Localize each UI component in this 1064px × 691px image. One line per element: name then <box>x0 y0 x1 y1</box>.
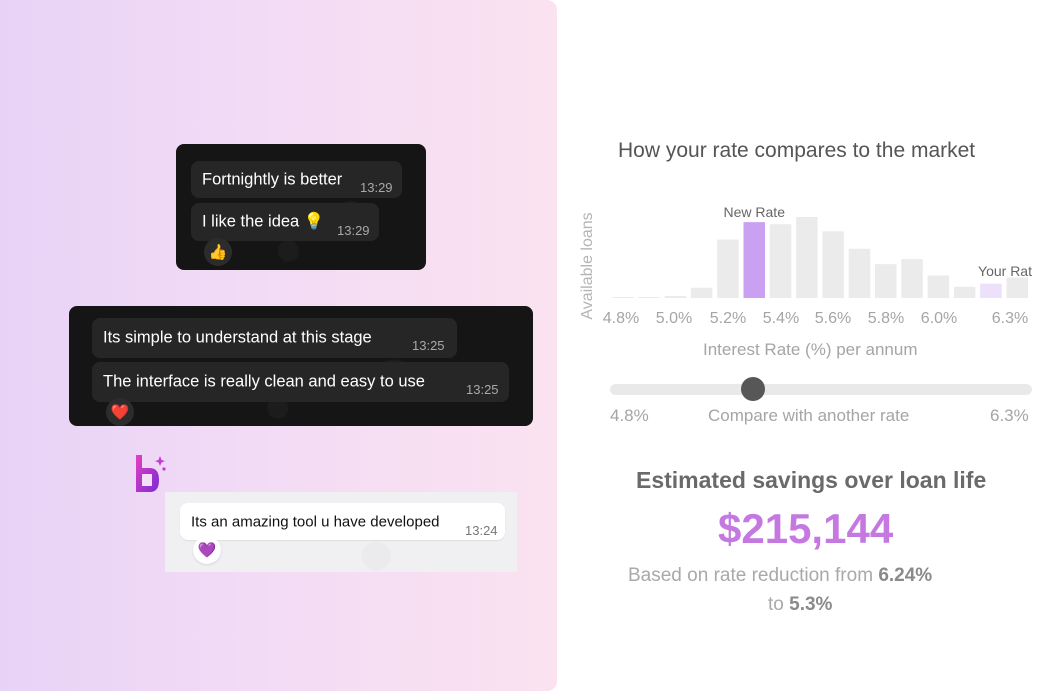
rate-slider[interactable] <box>610 377 1032 401</box>
message-time: 13:25 <box>466 382 499 397</box>
chat-card-fortnightly: Fortnightly is better 13:29 I like the i… <box>176 144 426 270</box>
chart-bar <box>875 264 897 298</box>
savings-basis-line-1: Based on rate reduction from 6.24% <box>628 565 932 587</box>
from-rate: 6.24% <box>878 565 933 586</box>
thumbs-up-reaction-icon[interactable]: 👍 <box>204 238 232 266</box>
chart-bar <box>980 283 1002 298</box>
testimonials-panel: Fortnightly is better 13:29 I like the i… <box>0 0 557 691</box>
chart-bar <box>822 231 844 298</box>
chart-bar <box>769 224 792 298</box>
slider-max-label: 6.3% <box>990 406 1029 425</box>
chat-card-interface: Its simple to understand at this stage 1… <box>69 306 533 426</box>
message-bubble[interactable]: The interface is really clean and easy t… <box>92 362 509 402</box>
savings-amount: $215,144 <box>718 505 894 552</box>
message-bubble[interactable]: Its an amazing tool u have developed 13:… <box>180 503 505 540</box>
message-bubble[interactable]: Fortnightly is better 13:29 <box>191 161 402 198</box>
x-tick-label: 6.3% <box>992 310 1028 327</box>
highlight-label: Your Rat <box>978 263 1032 279</box>
chart-bar <box>690 287 713 298</box>
purple-heart-reaction-icon[interactable]: 💜 <box>193 536 221 564</box>
basis-to-prefix: to <box>768 594 784 615</box>
chart-bar <box>796 217 818 298</box>
x-tick-label: 5.8% <box>868 310 904 327</box>
chart-bar <box>927 275 950 298</box>
chart-bar <box>848 248 871 298</box>
x-axis-label: Interest Rate (%) per annum <box>703 340 918 359</box>
chart-title: How your rate compares to the market <box>618 139 976 162</box>
message-text: Its an amazing tool u have developed <box>191 513 440 530</box>
message-text: The interface is really clean and easy t… <box>103 372 425 391</box>
chart-bar <box>717 239 739 298</box>
slider-thumb[interactable] <box>741 377 766 401</box>
message-bubble[interactable]: I like the idea 💡 13:29 <box>191 203 379 241</box>
savings-title: Estimated savings over loan life <box>636 467 987 493</box>
chart-bar <box>638 297 660 298</box>
to-rate: 5.3% <box>789 594 833 615</box>
savings-basis-line-2: to 5.3% <box>768 594 832 616</box>
x-tick-label: 5.0% <box>656 310 692 327</box>
x-tick-label: 5.6% <box>815 310 851 327</box>
chart-bar <box>664 295 687 298</box>
basis-prefix: Based on rate reduction from <box>628 565 874 586</box>
chat-card-amazing-tool: Its an amazing tool u have developed 13:… <box>165 492 517 572</box>
chart-bar <box>743 222 765 298</box>
x-tick-label: 6.0% <box>921 310 957 327</box>
message-text: I like the idea 💡 <box>202 212 325 231</box>
x-tick-label: 5.2% <box>710 310 746 327</box>
message-time: 13:24 <box>465 523 498 538</box>
y-axis-label: Available loans <box>579 212 596 320</box>
brand-logo-icon <box>136 455 166 492</box>
chart-bar <box>1006 277 1028 298</box>
chart-bar <box>953 286 976 298</box>
message-time: 13:25 <box>412 338 445 353</box>
highlight-label: New Rate <box>724 204 786 220</box>
message-time: 13:29 <box>337 223 370 238</box>
message-bubble[interactable]: Its simple to understand at this stage 1… <box>92 318 457 358</box>
message-time: 13:29 <box>360 180 393 195</box>
x-tick-label: 4.8% <box>603 310 639 327</box>
heart-reaction-icon[interactable]: ❤️ <box>106 398 134 426</box>
chart-bar <box>901 259 923 298</box>
message-text: Its simple to understand at this stage <box>103 328 372 347</box>
slider-label: Compare with another rate <box>708 406 910 425</box>
slider-min-label: 4.8% <box>610 406 649 425</box>
message-text: Fortnightly is better <box>202 170 343 188</box>
chart-bar <box>612 297 634 298</box>
x-tick-label: 5.4% <box>763 310 799 327</box>
rate-distribution-chart: New Rate Your Rat 4.8% 5.0% 5.2% 5.4% 5.6% 5.8%… <box>603 204 1032 327</box>
